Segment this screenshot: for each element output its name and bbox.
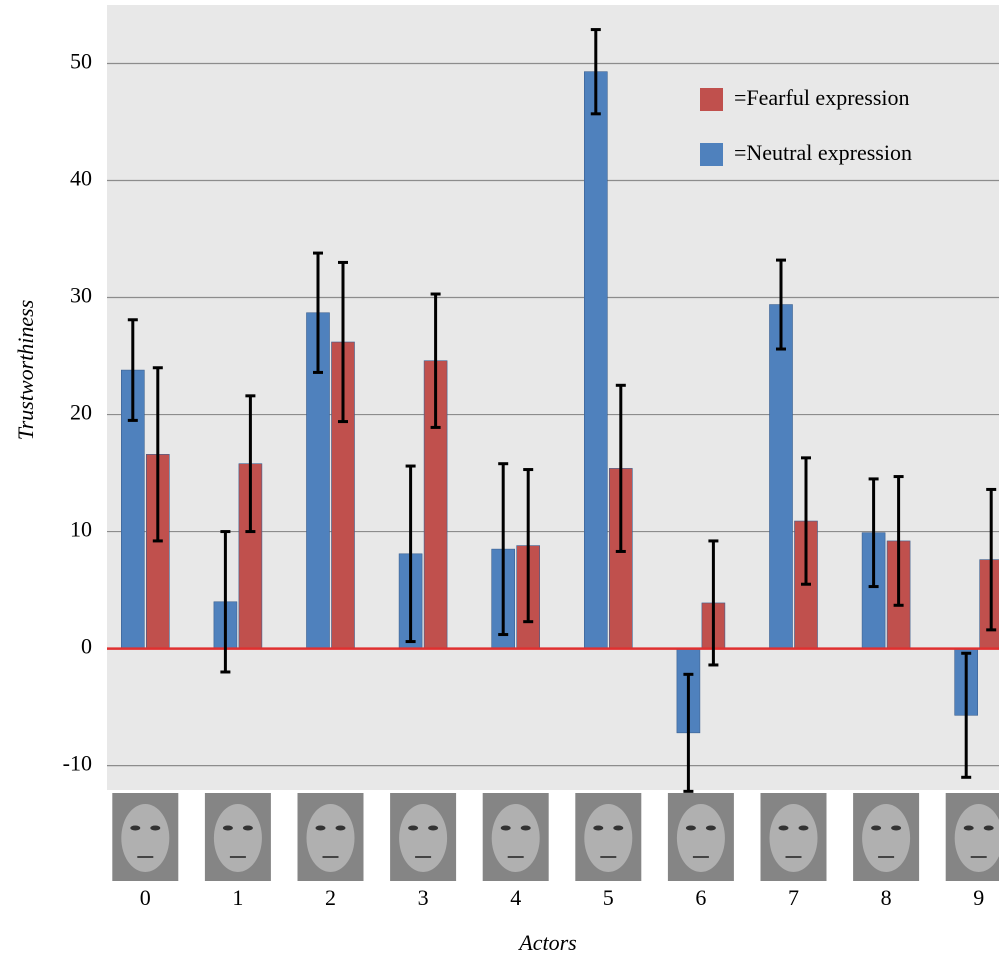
bar (980, 560, 999, 649)
face-thumbnail (298, 793, 364, 881)
face-part (243, 826, 253, 831)
x-tick-label: 4 (510, 885, 521, 910)
y-tick-label: 0 (81, 634, 92, 659)
face-part (150, 826, 160, 831)
face-part (871, 826, 881, 831)
y-tick-label: -10 (63, 751, 92, 776)
face-thumbnail (946, 793, 999, 881)
x-tick-label: 7 (788, 885, 799, 910)
face-part (584, 804, 632, 872)
face-thumbnail (483, 793, 549, 881)
face-part (408, 826, 418, 831)
y-tick-label: 50 (70, 49, 92, 74)
face-part (307, 804, 355, 872)
face-thumbnail (668, 793, 734, 881)
x-tick-label: 2 (325, 885, 336, 910)
face-thumbnail (575, 793, 641, 881)
y-tick-label: 30 (70, 283, 92, 308)
face-part (770, 804, 818, 872)
face-part (214, 804, 262, 872)
face-part (686, 826, 696, 831)
x-axis-label: Actors (517, 930, 576, 955)
face-part (223, 826, 233, 831)
y-axis-label: Trustworthiness (13, 300, 38, 441)
face-thumbnail (853, 793, 919, 881)
face-part (316, 826, 326, 831)
face-part (862, 804, 910, 872)
x-tick-label: 0 (140, 885, 151, 910)
x-tick-label: 8 (881, 885, 892, 910)
face-part (799, 826, 809, 831)
x-tick-label: 3 (418, 885, 429, 910)
plot-background (107, 5, 999, 790)
face-part (891, 826, 901, 831)
face-part (706, 826, 716, 831)
face-thumbnail (761, 793, 827, 881)
legend-swatch (700, 88, 723, 111)
legend-label: =Fearful expression (734, 85, 910, 110)
face-part (964, 826, 974, 831)
face-part (501, 826, 511, 831)
face-thumbnail (205, 793, 271, 881)
face-part (121, 804, 169, 872)
legend-label: =Neutral expression (734, 140, 912, 165)
face-part (779, 826, 789, 831)
x-tick-label: 9 (973, 885, 984, 910)
y-tick-label: 10 (70, 517, 92, 542)
face-part (677, 804, 725, 872)
face-part (593, 826, 603, 831)
face-part (613, 826, 623, 831)
x-tick-label: 6 (695, 885, 706, 910)
y-tick-label: 40 (70, 166, 92, 191)
face-part (130, 826, 140, 831)
face-part (399, 804, 447, 872)
face-thumbnail (112, 793, 178, 881)
chart: Trustworthiness Actors -10 0 10 20 30 40 50 0 1 2… (0, 0, 999, 959)
x-tick-label: 1 (232, 885, 243, 910)
y-tick-label: 20 (70, 400, 92, 425)
face-thumbnail (390, 793, 456, 881)
bar (584, 72, 607, 649)
face-part (521, 826, 531, 831)
bar (770, 305, 793, 649)
face-part (336, 826, 346, 831)
face-part (984, 826, 994, 831)
face-part (492, 804, 540, 872)
face-part (428, 826, 438, 831)
legend-swatch (700, 143, 723, 166)
x-tick-label: 5 (603, 885, 614, 910)
